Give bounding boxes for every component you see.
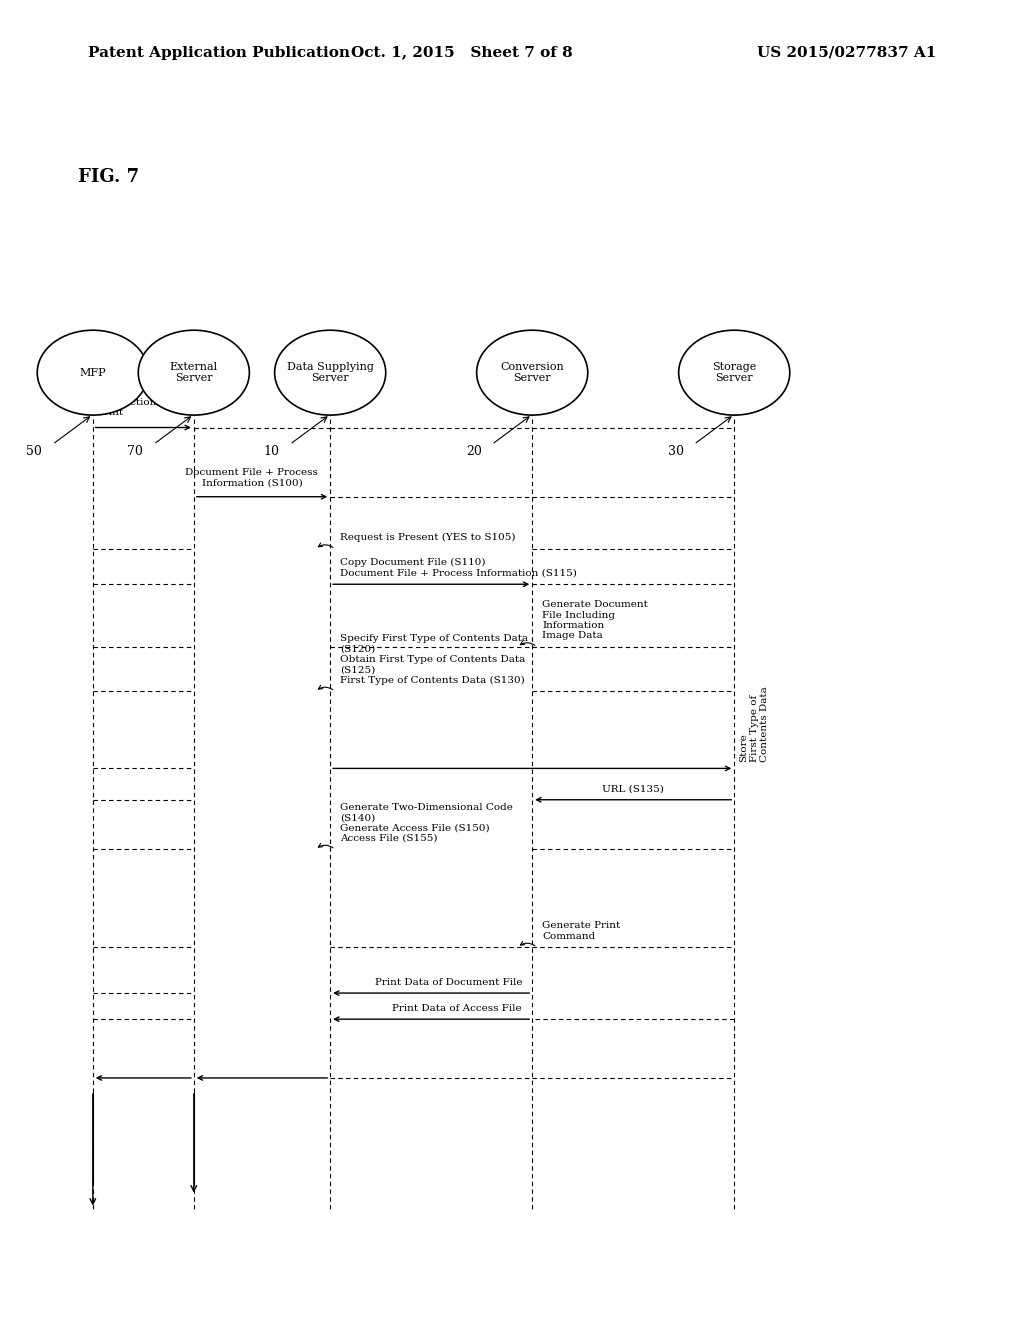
Text: MFP: MFP: [80, 368, 106, 378]
Text: Conversion
Server: Conversion Server: [501, 362, 564, 383]
Text: Data Supplying
Server: Data Supplying Server: [287, 362, 374, 383]
Text: Generate Print
Command: Generate Print Command: [543, 921, 621, 941]
Text: US 2015/0277837 A1: US 2015/0277837 A1: [757, 46, 936, 59]
Text: 30: 30: [668, 445, 684, 458]
Text: Store
First Type of
Contents Data: Store First Type of Contents Data: [739, 686, 769, 762]
Text: Oct. 1, 2015   Sheet 7 of 8: Oct. 1, 2015 Sheet 7 of 8: [350, 46, 572, 59]
Text: 50: 50: [27, 445, 42, 458]
Text: Storage
Server: Storage Server: [712, 362, 757, 383]
Ellipse shape: [138, 330, 250, 414]
Text: 20: 20: [466, 445, 481, 458]
Text: Copy Document File (S110)
Document File + Process Information (S115): Copy Document File (S110) Document File …: [340, 558, 578, 578]
Text: Print Data of Document File: Print Data of Document File: [375, 978, 522, 986]
Ellipse shape: [476, 330, 588, 414]
Text: Specify First Type of Contents Data
(S120)
Obtain First Type of Contents Data
(S: Specify First Type of Contents Data (S12…: [340, 634, 528, 685]
Text: Print Data of Access File: Print Data of Access File: [392, 1003, 522, 1012]
Text: 10: 10: [263, 445, 280, 458]
Text: Generate Two-Dimensional Code
(S140)
Generate Access File (S150)
Access File (S1: Generate Two-Dimensional Code (S140) Gen…: [340, 803, 513, 843]
Text: Instruction of
Print: Instruction of Print: [98, 397, 170, 417]
Text: Request is Present (YES to S105): Request is Present (YES to S105): [340, 533, 516, 543]
Text: Patent Application Publication: Patent Application Publication: [88, 46, 350, 59]
Text: 70: 70: [127, 445, 143, 458]
Text: URL (S135): URL (S135): [602, 784, 665, 793]
Text: FIG. 7: FIG. 7: [78, 168, 139, 186]
Ellipse shape: [679, 330, 790, 414]
Ellipse shape: [37, 330, 148, 414]
Ellipse shape: [274, 330, 386, 414]
Text: Generate Document
File Including
Information
Image Data: Generate Document File Including Informa…: [543, 601, 648, 640]
Text: External
Server: External Server: [170, 362, 218, 383]
Text: Document File + Process
Information (S100): Document File + Process Information (S10…: [185, 469, 318, 487]
